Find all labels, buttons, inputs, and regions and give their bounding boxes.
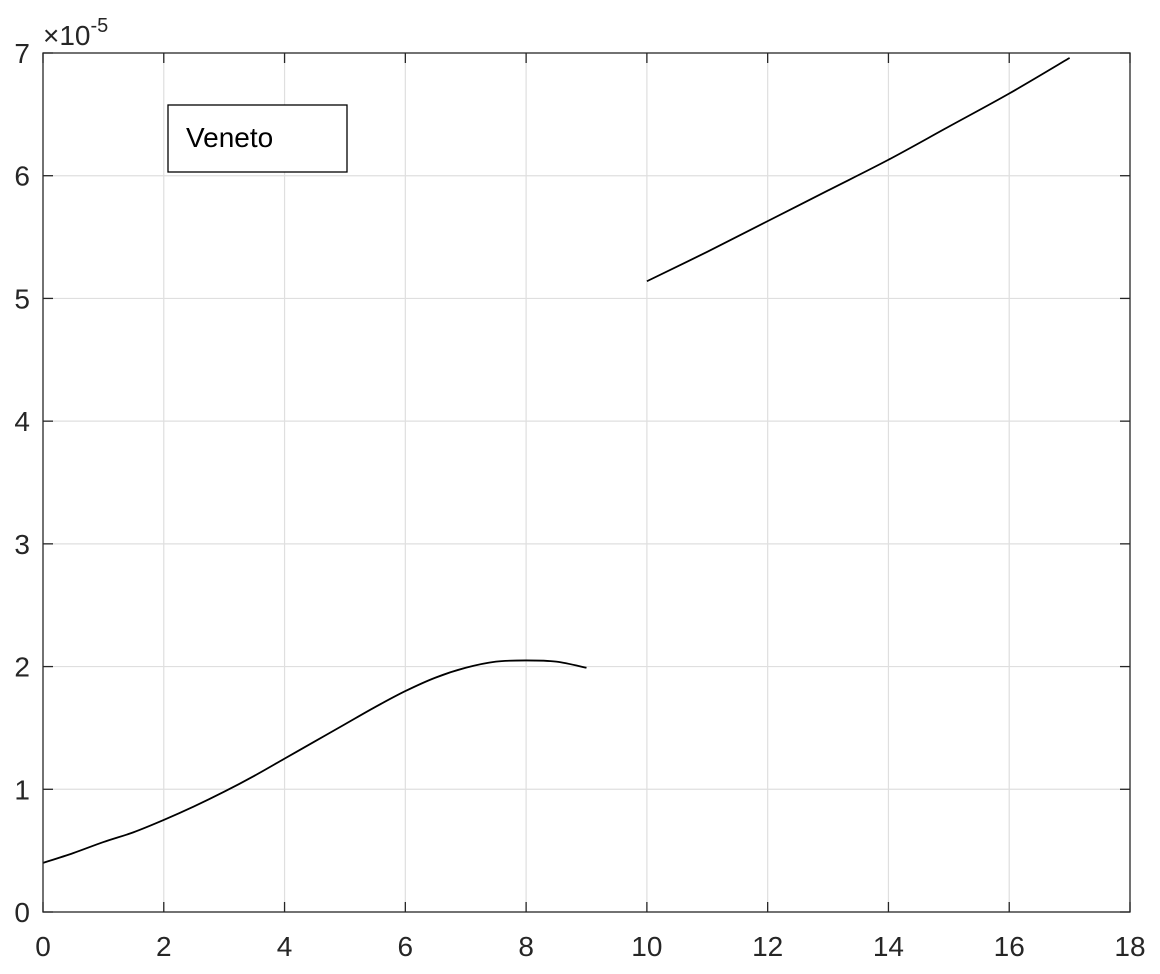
y-tick-label: 3 (14, 529, 30, 560)
x-tick-label: 12 (752, 931, 783, 962)
x-tick-label: 18 (1114, 931, 1145, 962)
y-tick-label: 6 (14, 161, 30, 192)
x-tick-label: 10 (631, 931, 662, 962)
x-tick-label: 0 (35, 931, 51, 962)
y-tick-label: 7 (14, 38, 30, 69)
x-tick-label: 8 (518, 931, 534, 962)
x-tick-label: 14 (873, 931, 904, 962)
plot-area-border (42, 52, 1131, 913)
series-line-segment-1 (42, 659, 587, 864)
y-tick-label: 4 (14, 406, 30, 437)
legend-entry-label: Veneto (186, 122, 273, 153)
series-lines (42, 57, 1071, 864)
y-axis-exponent-power: -5 (91, 15, 109, 37)
y-tick-label: 0 (14, 897, 30, 928)
legend-box (167, 104, 348, 173)
y-tick-label: 5 (14, 283, 30, 314)
y-tick-label: 1 (14, 774, 30, 805)
y-axis-tick-labels: 0 1 2 3 4 5 6 7 (14, 38, 30, 928)
y-axis-exponent: ×10-5 (43, 15, 108, 51)
x-tick-label: 4 (277, 931, 293, 962)
x-tick-label: 6 (398, 931, 414, 962)
y-tick-label: 2 (14, 652, 30, 683)
grid-lines (43, 53, 1130, 912)
legend: Veneto (167, 104, 348, 173)
x-tick-label: 16 (994, 931, 1025, 962)
x-axis-tick-labels: 0 2 4 6 8 10 12 14 16 18 (35, 931, 1145, 962)
series-line-segment-2 (646, 57, 1071, 283)
y-axis-exponent-base: ×10 (43, 20, 91, 51)
x-tick-label: 2 (156, 931, 172, 962)
tick-marks (42, 52, 1131, 913)
